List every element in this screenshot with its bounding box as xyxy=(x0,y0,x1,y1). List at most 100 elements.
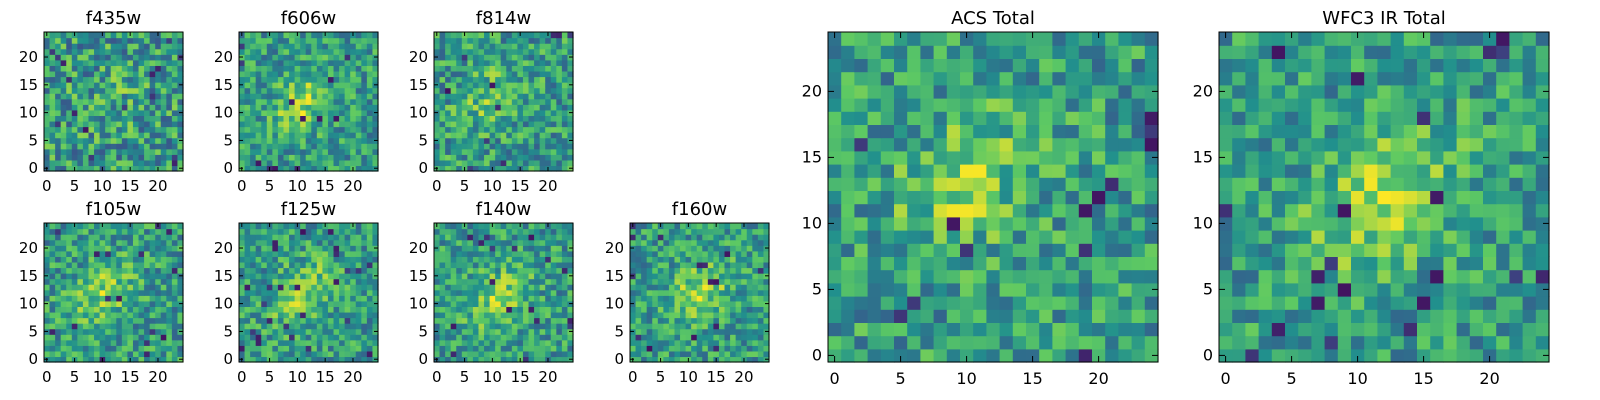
heatmap-cell xyxy=(828,296,842,310)
heatmap-cell xyxy=(283,250,290,257)
heatmap-cell xyxy=(366,115,374,122)
heatmap-cell xyxy=(630,284,637,291)
heatmap-cell xyxy=(556,143,563,150)
heatmap-cell xyxy=(160,284,167,291)
heatmap-cell xyxy=(973,296,987,310)
heatmap-cell xyxy=(1118,296,1133,310)
heatmap-cell xyxy=(116,32,123,39)
heatmap-cell xyxy=(239,256,246,263)
heatmap-cell xyxy=(946,177,961,191)
heatmap-cell xyxy=(867,309,882,323)
heatmap-cell xyxy=(82,109,90,116)
heatmap-cell xyxy=(327,54,335,61)
heatmap-cell xyxy=(311,323,318,330)
heatmap-cell xyxy=(522,300,530,307)
heatmap-cell xyxy=(528,132,535,139)
heatmap-cell xyxy=(294,148,301,155)
heatmap-cell xyxy=(735,295,742,302)
heatmap-cell xyxy=(105,334,112,341)
heatmap-cell xyxy=(828,164,842,178)
heatmap-cell xyxy=(691,228,698,235)
heatmap-cell xyxy=(166,239,173,246)
heatmap-cell xyxy=(495,132,502,139)
heatmap-cell xyxy=(960,282,974,297)
heatmap-cell xyxy=(445,317,452,324)
heatmap-cell xyxy=(713,256,720,263)
heatmap-cell xyxy=(646,250,653,257)
heatmap-cell xyxy=(116,143,123,150)
heatmap-cell xyxy=(841,348,855,363)
heatmap-cell xyxy=(539,98,546,105)
heatmap-cell xyxy=(478,284,485,291)
heatmap-cell xyxy=(439,278,446,285)
heatmap-cell xyxy=(1118,322,1133,337)
heatmap-cell xyxy=(472,245,480,252)
heatmap-cell xyxy=(718,256,726,263)
heatmap-cell xyxy=(311,339,318,346)
heatmap-cell xyxy=(311,228,318,235)
heatmap-cell xyxy=(77,132,84,139)
heatmap-cell xyxy=(495,93,502,100)
heatmap-cell xyxy=(88,306,95,313)
heatmap-cell xyxy=(630,228,637,235)
heatmap-cell xyxy=(255,159,262,167)
heatmap-cell xyxy=(171,273,179,280)
heatmap-cell xyxy=(854,322,869,337)
heatmap-cell xyxy=(372,334,379,341)
heatmap-cell xyxy=(907,309,921,323)
heatmap-cell xyxy=(439,261,446,269)
heatmap-cell xyxy=(105,115,112,122)
heatmap-cell xyxy=(511,148,518,155)
heatmap-cell xyxy=(517,143,524,150)
heatmap-cell xyxy=(372,323,379,330)
heatmap-cell xyxy=(255,109,262,116)
heatmap-cell xyxy=(456,228,463,235)
heatmap-cell xyxy=(506,306,513,313)
heatmap-cell xyxy=(272,289,279,296)
heatmap-cell xyxy=(439,245,446,252)
x-tick-label: 0 xyxy=(42,368,52,386)
heatmap-cell xyxy=(127,93,134,100)
heatmap-cell xyxy=(266,306,273,313)
heatmap-cell xyxy=(652,300,659,307)
heatmap-cell xyxy=(517,148,524,155)
heatmap-cell xyxy=(255,334,262,341)
heatmap-cell xyxy=(333,137,340,144)
heatmap-cell xyxy=(99,234,106,241)
heatmap-cell xyxy=(177,256,184,263)
heatmap-cell xyxy=(339,245,346,252)
heatmap-cell xyxy=(500,256,507,263)
heatmap-cell xyxy=(500,59,507,66)
heatmap-cell xyxy=(484,159,491,167)
heatmap-cell xyxy=(450,43,457,50)
heatmap-cell xyxy=(635,306,642,313)
heatmap-cell xyxy=(166,328,173,335)
heatmap-cell xyxy=(556,250,563,257)
heatmap-cell xyxy=(300,239,307,246)
heatmap-cell xyxy=(250,311,257,319)
heatmap-cell xyxy=(289,59,296,66)
heatmap-cell xyxy=(166,334,173,341)
heatmap-cell xyxy=(960,164,974,178)
heatmap-cell xyxy=(730,284,737,291)
heatmap-cell xyxy=(461,159,468,167)
heatmap-cell xyxy=(66,148,73,155)
heatmap-cell xyxy=(60,228,67,235)
heatmap-cell xyxy=(316,245,323,252)
heatmap-cell xyxy=(539,115,546,122)
heatmap-cell xyxy=(439,311,446,319)
heatmap-cell xyxy=(344,143,351,150)
heatmap-cell xyxy=(361,37,368,44)
heatmap-cell xyxy=(77,154,84,161)
heatmap-cell xyxy=(60,284,67,291)
heatmap-cell xyxy=(160,295,167,302)
heatmap-cell xyxy=(305,239,312,246)
heatmap-cell xyxy=(646,234,653,241)
heatmap-cell xyxy=(350,148,357,155)
heatmap-cell xyxy=(60,126,67,133)
heatmap-cell xyxy=(1131,177,1146,191)
heatmap-cell xyxy=(550,165,557,172)
heatmap-cell xyxy=(366,76,374,83)
heatmap-cell xyxy=(472,356,480,363)
heatmap-cell xyxy=(999,243,1014,257)
